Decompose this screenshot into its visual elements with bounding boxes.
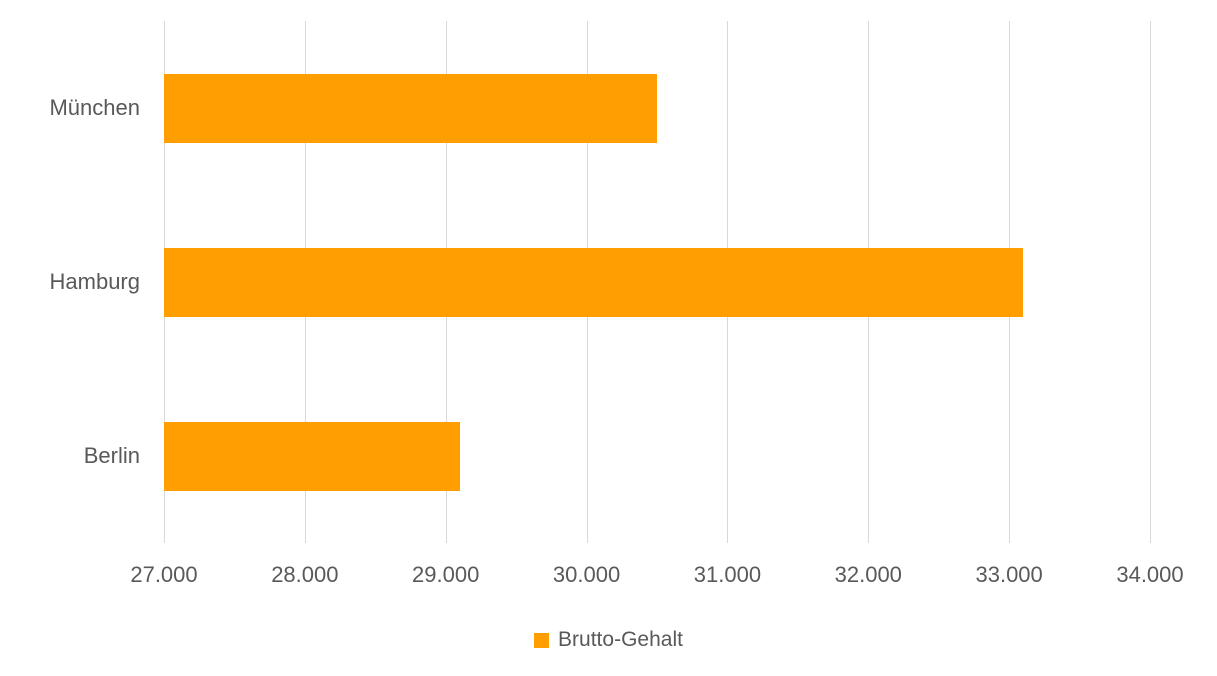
x-tick-label: 33.000 (975, 562, 1043, 587)
gridline (1150, 21, 1151, 543)
category-axis: München Hamburg Berlin (0, 21, 148, 543)
x-tick-label: 29.000 (412, 562, 480, 587)
plot-area (164, 21, 1151, 543)
category-label: Berlin (83, 443, 140, 468)
category-label: Hamburg (49, 269, 140, 294)
bar (164, 421, 460, 491)
category-label: München (49, 95, 140, 120)
legend: Brutto-Gehalt (0, 622, 1217, 658)
x-tick-label: 30.000 (552, 562, 621, 587)
legend-swatch-icon (534, 632, 550, 648)
legend-label: Brutto-Gehalt (558, 628, 683, 651)
x-tick-label: 27.000 (130, 562, 198, 587)
x-tick-label: 28.000 (271, 562, 339, 587)
x-tick-label: 31.000 (693, 562, 762, 587)
bar (164, 247, 1024, 317)
x-axis: 27.000 28.000 29.000 30.000 31.000 32.000 33.0… (0, 558, 1217, 592)
x-tick-label: 34.000 (1116, 562, 1184, 587)
bar (164, 73, 657, 143)
x-tick-label: 32.000 (834, 562, 902, 587)
